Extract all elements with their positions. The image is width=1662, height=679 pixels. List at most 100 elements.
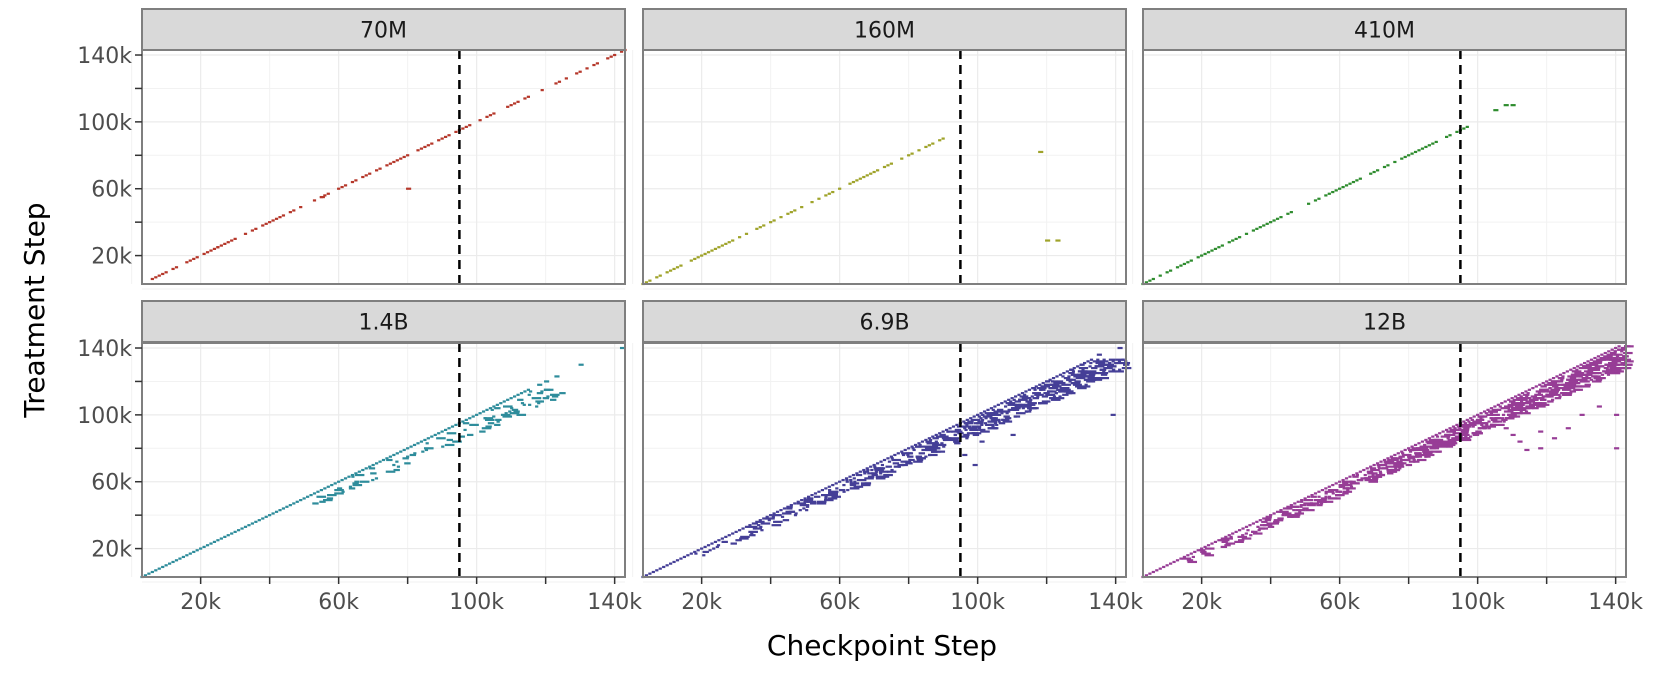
data-point bbox=[931, 450, 938, 453]
data-point bbox=[963, 422, 974, 425]
data-point bbox=[1538, 430, 1544, 433]
data-point bbox=[1420, 147, 1425, 150]
data-point bbox=[1612, 356, 1619, 360]
data-point bbox=[1089, 378, 1097, 381]
data-point bbox=[855, 473, 863, 477]
data-point bbox=[1393, 465, 1401, 468]
data-point bbox=[908, 458, 915, 462]
data-point bbox=[948, 427, 952, 430]
data-point bbox=[1382, 458, 1387, 462]
data-point bbox=[710, 542, 714, 545]
data-point bbox=[1390, 470, 1398, 473]
strip bbox=[642, 8, 1127, 51]
y-tick-label: 60k bbox=[91, 178, 132, 203]
data-point bbox=[1443, 440, 1454, 443]
data-point bbox=[1037, 392, 1041, 395]
data-point bbox=[1516, 407, 1523, 410]
data-point bbox=[1098, 371, 1109, 375]
data-point bbox=[364, 174, 368, 177]
data-point bbox=[478, 119, 482, 122]
data-point bbox=[930, 448, 937, 452]
data-point bbox=[1572, 366, 1576, 370]
data-point bbox=[662, 565, 666, 569]
data-point bbox=[199, 547, 203, 550]
data-point bbox=[1317, 495, 1321, 498]
data-point bbox=[461, 127, 465, 130]
data-point bbox=[1606, 365, 1614, 368]
data-point bbox=[1589, 361, 1596, 365]
data-point bbox=[1089, 361, 1093, 365]
data-point bbox=[1624, 360, 1634, 363]
data-point bbox=[696, 549, 700, 552]
data-point bbox=[192, 550, 196, 554]
data-point bbox=[1581, 377, 1592, 380]
data-point bbox=[188, 552, 192, 555]
data-point bbox=[1077, 387, 1087, 390]
data-point bbox=[1607, 350, 1611, 353]
data-point bbox=[933, 447, 938, 450]
data-point bbox=[1614, 370, 1618, 373]
data-point bbox=[1489, 417, 1500, 420]
data-point bbox=[1548, 387, 1552, 390]
data-point bbox=[469, 423, 479, 426]
data-point bbox=[964, 428, 968, 432]
data-point bbox=[730, 542, 737, 545]
data-point bbox=[1433, 438, 1441, 442]
data-point bbox=[1567, 383, 1574, 386]
data-point bbox=[669, 562, 673, 565]
data-point bbox=[1324, 194, 1328, 197]
data-point bbox=[887, 460, 892, 463]
data-point bbox=[250, 522, 254, 525]
data-point bbox=[1452, 438, 1462, 442]
data-point bbox=[1007, 408, 1014, 411]
data-point bbox=[1408, 448, 1415, 452]
data-point bbox=[1193, 550, 1197, 554]
data-point bbox=[1428, 453, 1435, 457]
data-point bbox=[916, 458, 924, 462]
data-point bbox=[516, 393, 520, 396]
data-point bbox=[1386, 164, 1390, 167]
data-point bbox=[893, 453, 897, 457]
data-point bbox=[1555, 383, 1566, 386]
data-point bbox=[264, 515, 268, 518]
data-point bbox=[805, 505, 810, 508]
data-point bbox=[1324, 487, 1328, 490]
data-point bbox=[1479, 412, 1483, 415]
data-point bbox=[1591, 375, 1598, 378]
data-point bbox=[1057, 385, 1061, 388]
data-point bbox=[1390, 457, 1398, 460]
data-point bbox=[965, 437, 969, 440]
data-point bbox=[1529, 403, 1536, 406]
data-point bbox=[1196, 256, 1200, 259]
data-point bbox=[1596, 355, 1600, 358]
data-point bbox=[1050, 380, 1058, 383]
data-point bbox=[1264, 519, 1272, 522]
data-point bbox=[1003, 405, 1008, 408]
data-point bbox=[1562, 371, 1566, 375]
data-point bbox=[1454, 435, 1462, 438]
data-point bbox=[1073, 375, 1083, 378]
data-point bbox=[1602, 370, 1609, 373]
data-point bbox=[907, 447, 911, 450]
data-point bbox=[540, 89, 544, 92]
data-point bbox=[892, 462, 900, 465]
data-point bbox=[1461, 438, 1472, 442]
data-point bbox=[1259, 524, 1267, 527]
data-point bbox=[993, 427, 999, 430]
data-point bbox=[478, 412, 482, 415]
data-point bbox=[876, 462, 880, 465]
data-point bbox=[879, 472, 883, 475]
data-point bbox=[1423, 443, 1427, 447]
data-point bbox=[361, 175, 365, 179]
data-point bbox=[452, 440, 462, 443]
data-point bbox=[326, 485, 330, 488]
data-point bbox=[1381, 467, 1389, 470]
data-point bbox=[1481, 425, 1488, 428]
data-point bbox=[983, 422, 988, 425]
data-point bbox=[1524, 390, 1528, 393]
data-marks bbox=[150, 48, 627, 281]
data-point bbox=[1051, 377, 1056, 380]
data-point bbox=[468, 124, 472, 127]
data-point bbox=[1465, 430, 1469, 433]
